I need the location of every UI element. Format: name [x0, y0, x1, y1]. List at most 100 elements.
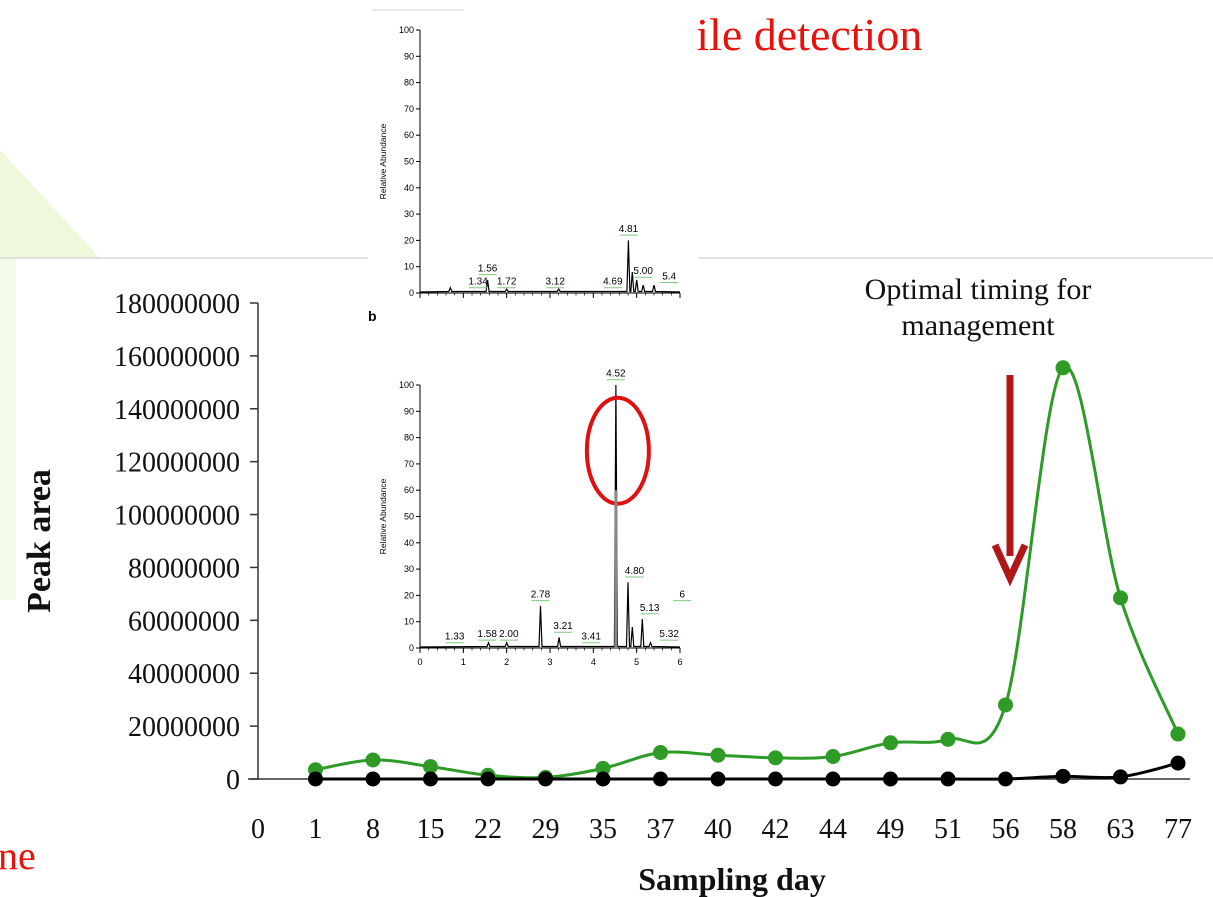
inset-y-tick-label: 60 [404, 130, 414, 140]
y-tick-label: 80000000 [128, 553, 240, 584]
x-tick-label: 49 [877, 814, 905, 845]
inset-x-tick-label: 4 [591, 657, 596, 667]
data-point-1 [768, 771, 783, 787]
inset-y-tick-label: 30 [404, 564, 414, 574]
inset-x-tick-label: 5 [634, 657, 639, 667]
inset-x-tick-label: 3 [547, 657, 552, 667]
data-point-0 [825, 749, 841, 765]
data-point-1 [1055, 768, 1071, 784]
x-tick-label: 22 [474, 814, 502, 845]
inset-x-tick-label: 1 [461, 657, 466, 667]
inset-y-tick-label: 40 [404, 538, 414, 548]
peak-label: 1.56 [478, 264, 498, 275]
peak-label: 3.12 [545, 277, 565, 288]
x-tick-label: 51 [934, 814, 962, 845]
x-axis-title: Sampling day [638, 861, 826, 897]
y-tick-label: 20000000 [128, 712, 240, 743]
data-point-0 [768, 750, 783, 766]
peak-label: 6 [679, 590, 685, 601]
chromatogram-trace [419, 384, 681, 648]
x-tick-label: 29 [532, 814, 560, 845]
peak-label: 5.4 [662, 271, 676, 282]
inset-x-tick-label: 6 [677, 657, 682, 667]
data-point-0 [1113, 590, 1128, 606]
data-point-0 [998, 697, 1013, 713]
inset-y-tick-label: 80 [404, 433, 414, 443]
data-point-1 [365, 771, 381, 787]
peak-label: 3.21 [553, 621, 573, 632]
x-tick-label: 44 [819, 814, 847, 845]
y-tick-label: 140000000 [114, 395, 240, 426]
inset-y-tick-label: 70 [404, 104, 414, 114]
peak-label: 1.58 [477, 629, 497, 640]
peak-label: 1.34 [468, 277, 488, 288]
data-point-0 [1170, 726, 1186, 742]
data-point-0 [595, 760, 611, 776]
series-line-1 [315, 761, 1179, 781]
inset-y-tick-label: 100 [399, 25, 414, 35]
inset-y-tick-label: 0 [409, 643, 414, 653]
x-tick-label: 77 [1164, 814, 1192, 845]
data-point-1 [1113, 769, 1128, 785]
data-point-1 [710, 771, 726, 787]
x-tick-label: 58 [1049, 814, 1077, 845]
x-tick-label: 63 [1107, 814, 1135, 845]
data-point-1 [940, 771, 956, 787]
inset-y-axis-title: Relative Abundance [378, 123, 388, 199]
data-point-1 [1170, 755, 1186, 771]
panel-label: b [368, 308, 377, 324]
peak-label: 2.00 [499, 629, 519, 640]
x-tick-label: 8 [366, 814, 380, 845]
inset-y-tick-label: 10 [404, 262, 414, 272]
y-axis-title: Peak area [21, 469, 58, 613]
x-tick-label: 40 [704, 814, 732, 845]
peak-label: 3.41 [581, 632, 601, 643]
inset-y-tick-label: 30 [404, 209, 414, 219]
peak-label: 4.52 [606, 369, 626, 380]
annotation-line-1: Optimal timing for [864, 273, 1092, 306]
data-point-1 [538, 771, 553, 787]
peak-label: 1.72 [497, 277, 517, 288]
data-point-0 [653, 745, 668, 761]
inset-y-tick-label: 40 [404, 183, 414, 193]
data-point-0 [1055, 360, 1071, 376]
peak-label: 2.78 [531, 590, 551, 601]
data-point-1 [825, 771, 841, 787]
inset-x-tick-label: 0 [417, 657, 422, 667]
inset-y-tick-label: 20 [404, 590, 414, 600]
decorative-green-shape [0, 150, 100, 258]
peak-label: 5.13 [640, 603, 660, 614]
highlight-ring [584, 395, 651, 506]
data-point-0 [423, 759, 438, 775]
x-tick-label: 37 [647, 814, 675, 845]
data-point-1 [423, 771, 438, 787]
inset-y-tick-label: 50 [404, 157, 414, 167]
y-tick-label: 40000000 [128, 659, 240, 690]
inset-y-tick-label: 90 [404, 406, 414, 416]
inset-y-tick-label: 50 [404, 512, 414, 522]
x-tick-label: 42 [762, 814, 790, 845]
y-tick-label: 120000000 [114, 448, 240, 479]
peak-label: 5.00 [633, 266, 653, 277]
inset-x-tick-label: 2 [504, 657, 509, 667]
data-point-1 [998, 771, 1013, 787]
inset-y-axis-title: Relative Abundance [378, 478, 388, 554]
data-point-1 [595, 771, 611, 787]
chromatogram-inset-b: b 0 10 20 30 40 50 60 70 80 90 100 0 1 2 3 4 5 6 Relative A… [368, 300, 698, 670]
x-tick-label: 35 [589, 814, 617, 845]
chromatogram-trace [419, 240, 681, 293]
data-point-1 [480, 771, 496, 787]
data-point-0 [940, 731, 956, 747]
peak-label: 1.33 [445, 632, 465, 643]
inset-y-tick-label: 20 [404, 235, 414, 245]
y-tick-label: 160000000 [114, 342, 240, 373]
data-point-0 [883, 735, 898, 751]
annotation-text: Optimal timing for management [808, 272, 1148, 344]
peak-label: 4.69 [603, 277, 623, 288]
x-tick-label: 1 [309, 814, 323, 845]
y-tick-label: 0 [226, 765, 240, 796]
annotation-line-2: management [901, 309, 1055, 342]
